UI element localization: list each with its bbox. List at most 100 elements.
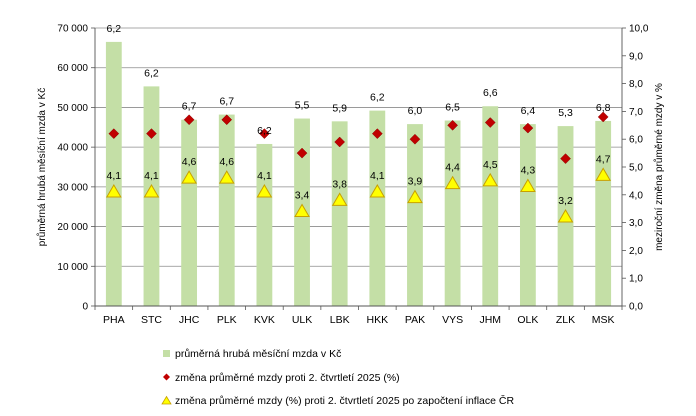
diamond-marker [108,128,120,139]
left-tick-label: 70 000 [57,24,88,35]
triangle-data-label: 3,8 [332,178,347,190]
bar [369,110,386,306]
right-tick-label: 9,0 [629,51,643,62]
triangle-marker [482,172,499,187]
diamond-data-label: 6,7 [182,101,197,113]
bar [519,124,536,306]
left-tick-label: 0 [82,302,88,313]
triangle-data-label: 4,6 [182,156,197,168]
triangle-marker [557,209,574,223]
right-axis-ticks: 0,0 1,0 2,0 3,0 4,0 5,0 6,0 7,0 8,0 9,0 10,0 [622,24,649,313]
axes [94,28,623,310]
triangle-data-label: 4,3 [521,164,536,176]
diamond-data-label: 6,4 [521,105,536,117]
diamond-marker [221,114,233,126]
bar [105,41,122,307]
triangle-marker [105,184,122,198]
triangle-data-label: 4,1 [144,170,159,182]
y2-axis-title: meziroční změna průměrné mzdy v % [653,83,665,251]
bar [218,114,235,306]
category-label: ZLK [556,314,575,326]
diamond-data-label: 6,0 [408,105,423,117]
category-label: PAK [405,314,425,326]
bar [595,120,612,306]
category-label: KVK [254,314,275,326]
diamond-marker [560,153,571,165]
right-tick-label: 7,0 [629,107,643,118]
bar [444,120,461,306]
diamond-marker [296,147,308,159]
category-label: JHM [479,314,501,326]
diamond-marker [334,136,346,148]
legend-label-triangle: změna průměrné mzdy (%) proti 2. čtvrtle… [175,394,514,407]
diamond-data-label: 6,2 [257,125,272,137]
triangle-marker [181,170,197,184]
triangle-data-label: 3,2 [558,195,573,207]
diamond-marker [409,133,421,145]
diamond-data-label: 6,7 [219,96,234,108]
triangle-data-label: 4,7 [596,153,611,165]
right-tick-label: 10,0 [629,24,649,35]
gridlines [95,27,622,267]
diamond-marker [183,114,195,126]
triangle-data-label: 4,1 [107,170,122,182]
triangle-data-label: 4,1 [257,170,272,182]
triangle-marker [407,189,423,204]
diamond-data-label: 6,6 [483,87,498,99]
right-tick-label: 8,0 [629,79,643,90]
legend-label-bar: průměrná hrubá měsíční mzda v Kč [175,348,341,360]
right-tick-label: 6,0 [629,135,643,146]
diamond-marker [597,111,609,123]
diamond-data-label: 6,5 [445,102,460,114]
triangle-marker [444,175,461,190]
data-labels: 6,2 6,2 6,7 6,7 6,2 5,5 5,9 6,2 6,0 6,5 6,6 6,4 5,3 6… [107,23,611,207]
left-tick-label: 60 000 [57,63,88,74]
right-tick-label: 3,0 [629,218,643,229]
right-tick-label: 4,0 [629,190,643,201]
category-label: PHA [103,314,125,326]
left-tick-label: 10 000 [57,262,88,273]
triangle-data-label: 4,1 [370,170,385,182]
triangle-marker [294,203,310,217]
category-label: PLK [217,314,237,326]
left-tick-label: 50 000 [57,103,88,114]
left-tick-label: 40 000 [57,143,88,154]
legend-key-bar [163,350,170,357]
diamond-data-label: 5,3 [558,107,573,119]
category-label: MSK [592,314,615,326]
diamond-data-label: 5,5 [295,100,310,112]
triangle-data-label: 4,4 [445,162,460,174]
y-axis-title: průměrná hrubá měsíční mzda v Kč [36,88,48,246]
right-tick-label: 0,0 [629,302,643,313]
right-tick-label: 1,0 [629,274,643,285]
diamond-marker [447,119,458,131]
diamond-data-label: 6,2 [107,23,122,35]
triangle-data-label: 3,9 [408,176,423,188]
category-label: JHC [179,314,200,326]
bar [482,106,499,306]
bar [181,119,198,307]
legend-label-diamond: změna průměrné mzdy proti 2. čtvrtletí 2… [175,372,400,384]
category-label: STC [141,314,162,326]
triangle-marker [331,192,348,206]
triangle-marker [218,170,235,184]
diamond-data-label: 5,9 [332,102,347,114]
category-label: LBK [330,314,350,326]
bar [407,124,423,306]
legend-key-diamond [163,373,170,381]
legend-key-triangle [161,395,172,405]
triangle-marker [520,178,536,192]
triangle-data-label: 3,4 [295,189,310,201]
category-label: ULK [292,314,312,326]
bar-series [105,41,612,307]
category-label: VYS [442,314,463,326]
category-labels: PHA STC JHC PLK KVK ULK LBK HKK PAK VYS JHM OLK ZLK M… [103,314,615,326]
bar [256,143,273,306]
diamond-data-label: 6,2 [370,92,385,104]
triangle-marker [595,167,612,181]
diamond-data-label: 6,2 [144,67,159,79]
diamond-data-label: 6,8 [596,102,611,114]
diamond-marker [484,117,496,128]
diamond-marker [146,128,157,139]
left-tick-label: 20 000 [57,222,88,233]
